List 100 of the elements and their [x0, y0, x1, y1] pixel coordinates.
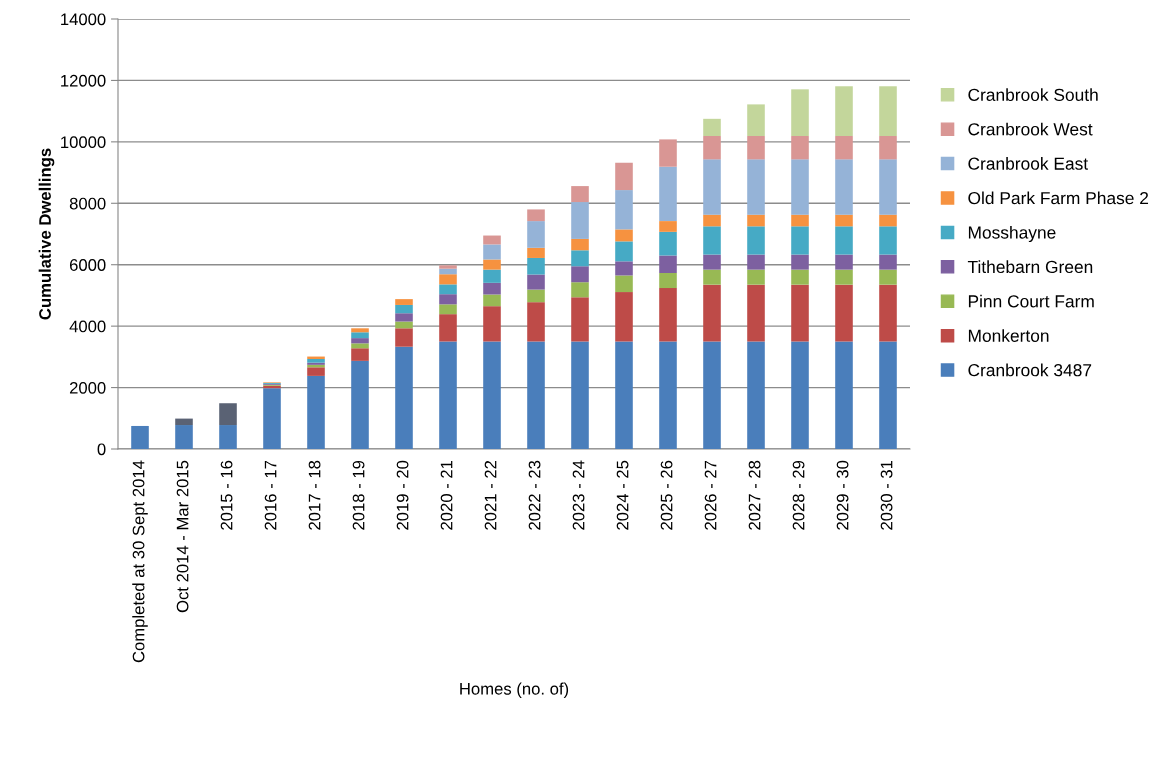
- bar: [351, 348, 369, 361]
- x-tick-label: Completed at 30 Sept 2014: [132, 460, 148, 663]
- bar: [879, 341, 897, 449]
- bar: [571, 238, 589, 251]
- bar: [571, 341, 589, 449]
- legend-label: Pinn Court Farm: [968, 294, 1094, 308]
- bar: [659, 139, 677, 167]
- bar: [219, 425, 237, 449]
- bar: [483, 269, 501, 283]
- bar: [835, 159, 853, 215]
- bar: [483, 259, 501, 270]
- bar: [879, 86, 897, 137]
- bar: [747, 254, 765, 270]
- bar: [879, 269, 897, 285]
- x-tick-label: 2023 - 24: [572, 460, 585, 530]
- bar: [571, 266, 589, 283]
- bar: [263, 388, 281, 449]
- bar: [395, 346, 413, 449]
- x-tick-label: 2026 - 27: [704, 460, 717, 530]
- y-tick-label: 6000: [69, 259, 106, 271]
- bar: [791, 214, 809, 227]
- bar: [395, 321, 413, 329]
- bar: [527, 341, 545, 449]
- bar: [483, 282, 501, 295]
- bar: [351, 328, 369, 333]
- x-tick-label: 2024 - 25: [616, 460, 629, 530]
- bar: [879, 284, 897, 342]
- bar: [351, 332, 369, 339]
- bar: [527, 274, 545, 290]
- bar: [615, 341, 633, 449]
- bar: [615, 190, 633, 230]
- x-tick-label: 2021 - 22: [484, 460, 497, 530]
- legend-label: Tithebarn Green: [967, 260, 1093, 274]
- bar: [703, 118, 721, 137]
- bar: [791, 226, 809, 255]
- bar: [835, 86, 853, 137]
- bar: [527, 302, 545, 342]
- bar: [483, 294, 501, 307]
- bar: [483, 235, 501, 245]
- bar: [571, 297, 589, 342]
- bar: [439, 284, 457, 295]
- bar: [175, 418, 193, 426]
- bar: [307, 375, 325, 449]
- bar: [395, 304, 413, 314]
- x-tick-label: 2029 - 30: [836, 460, 849, 530]
- bar: [659, 341, 677, 449]
- bar: [703, 226, 721, 255]
- bar: [439, 294, 457, 305]
- bar: [571, 186, 589, 203]
- bar: [747, 136, 765, 160]
- bar: [659, 273, 677, 289]
- bar: [527, 257, 545, 275]
- bar: [615, 241, 633, 262]
- legend-label: Cranbrook South: [968, 88, 1098, 102]
- bar: [791, 284, 809, 342]
- legend-label: Mosshayne: [968, 225, 1056, 243]
- bar: [527, 247, 545, 258]
- legend-label: Cranbrook 3487: [968, 363, 1092, 377]
- x-tick-label: Oct 2014 - Mar 2015: [176, 460, 189, 613]
- bar: [659, 288, 677, 342]
- bar: [483, 341, 501, 449]
- x-tick-label: 2019 - 20: [396, 460, 409, 530]
- bar: [131, 425, 149, 449]
- bar: [703, 136, 721, 160]
- bar: [835, 214, 853, 227]
- bar: [747, 159, 765, 215]
- bar: [703, 159, 721, 215]
- legend-label: Monkerton: [968, 329, 1049, 342]
- x-tick-label: 2020 - 21: [440, 460, 453, 530]
- bar: [483, 244, 501, 260]
- bar: [879, 159, 897, 215]
- bar: [703, 214, 721, 227]
- x-tick-label: 2016 - 17: [264, 460, 277, 530]
- bar: [439, 274, 457, 285]
- bar: [175, 425, 193, 449]
- bar: [747, 341, 765, 449]
- bar: [835, 341, 853, 449]
- x-tick-label: 2022 - 23: [528, 460, 541, 530]
- y-tick-label: 4000: [69, 320, 106, 333]
- bar: [439, 341, 457, 449]
- bar: [659, 231, 677, 256]
- bar: [615, 275, 633, 293]
- bar: [615, 162, 633, 191]
- y-tick-label: 8000: [69, 197, 106, 210]
- y-axis-title: Cumulative Dwellings: [38, 148, 55, 320]
- x-tick-label: 2025 - 26: [660, 460, 673, 530]
- bar: [571, 202, 589, 239]
- bar: [835, 136, 853, 160]
- bar: [527, 221, 545, 248]
- x-tick-label: 2027 - 28: [748, 460, 761, 530]
- bar: [659, 221, 677, 232]
- bar: [571, 250, 589, 267]
- bar: [395, 328, 413, 347]
- legend-label: Cranbrook West: [968, 122, 1093, 136]
- bar: [879, 214, 897, 227]
- x-axis-title: Homes (no. of): [460, 682, 569, 698]
- bar: [879, 136, 897, 160]
- bar: [351, 360, 369, 449]
- legend-label: Old Park Farm Phase 2: [968, 191, 1149, 205]
- y-tick-label: 14000: [61, 13, 106, 26]
